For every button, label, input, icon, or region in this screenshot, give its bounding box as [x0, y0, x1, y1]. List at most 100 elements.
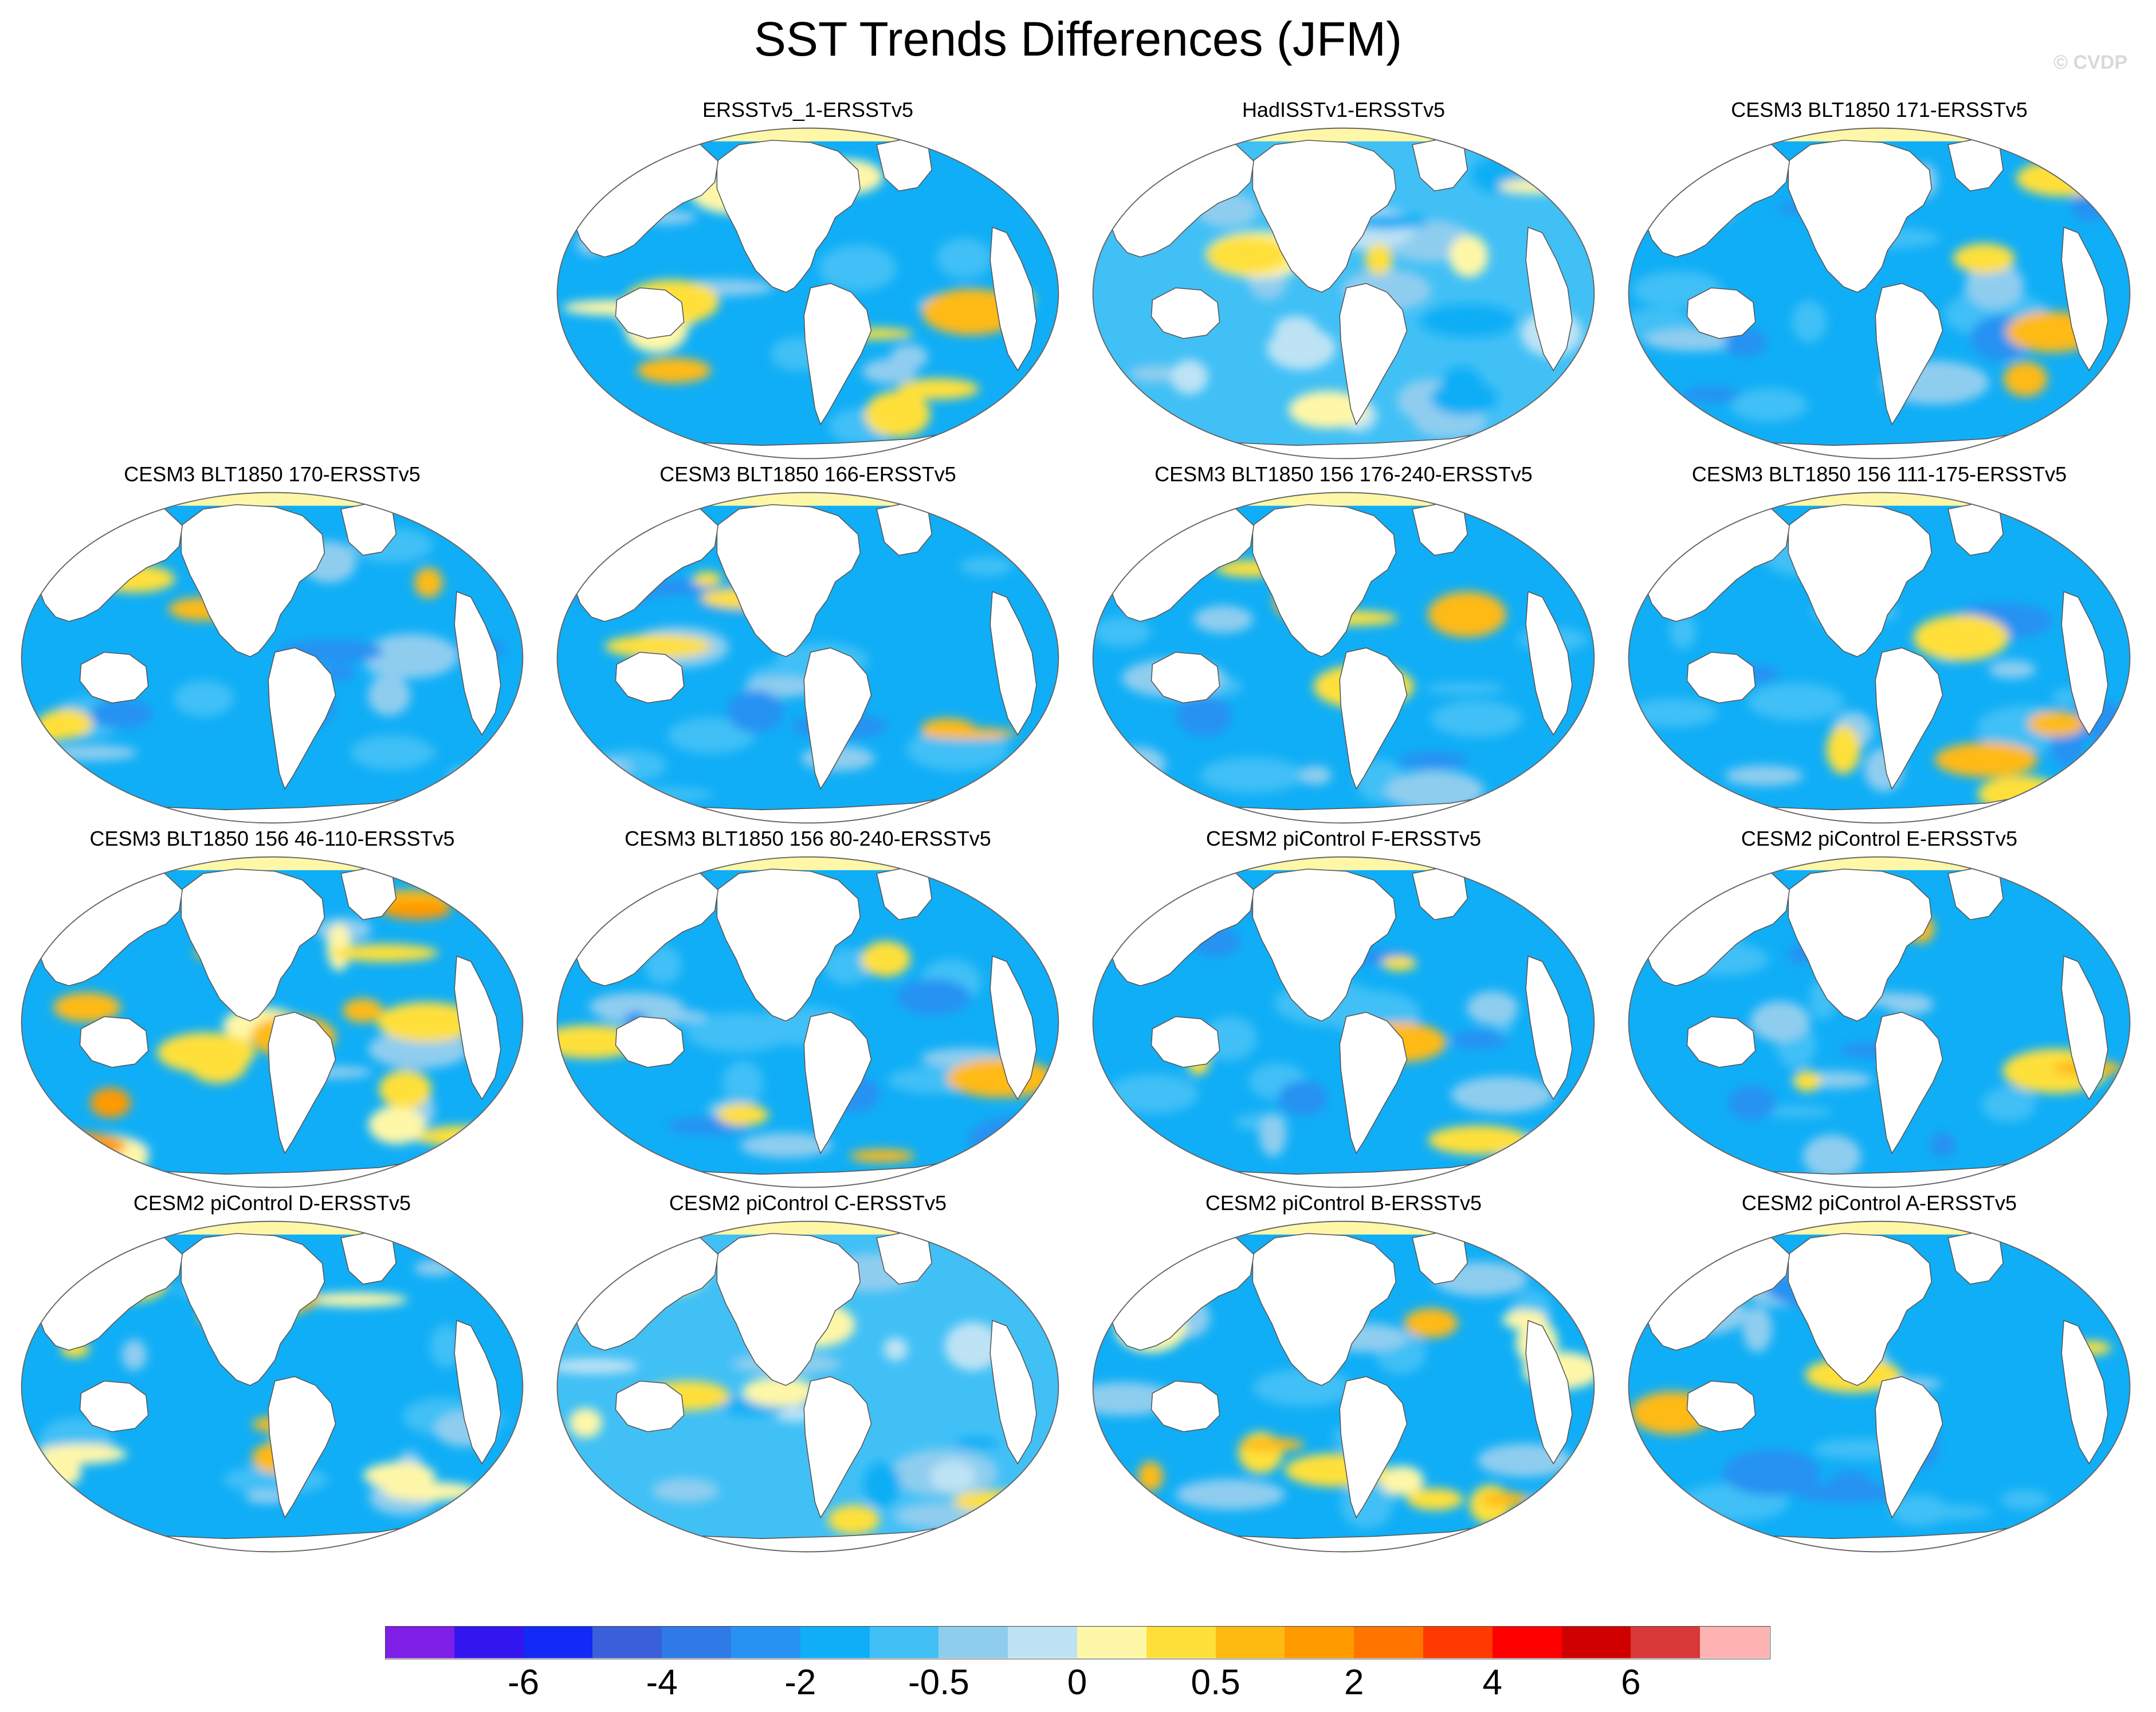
anomaly-patch: [363, 1462, 436, 1489]
anomaly-patch: [1176, 695, 1232, 737]
anomaly-patch: [722, 1061, 764, 1105]
map-panel-title: ERSSTv5_1-ERSSTv5: [702, 98, 914, 121]
anomaly-patch: [28, 719, 74, 742]
continent: [615, 1380, 685, 1432]
anomaly-patch: [1385, 771, 1485, 811]
sst-trend-map: [1628, 1220, 2131, 1553]
colorbar-swatch: [454, 1626, 524, 1658]
continent: [716, 868, 861, 1022]
map-panel-title: CESM2 piControl C-ERSSTv5: [669, 1191, 947, 1215]
sst-trend-map: [21, 1220, 524, 1553]
continent: [268, 647, 336, 790]
anomaly-patch: [414, 567, 443, 598]
continent: [615, 651, 685, 704]
anomaly-patch: [1093, 1382, 1177, 1416]
anomaly-patch: [896, 979, 971, 1015]
anomaly-patch: [947, 1058, 1055, 1098]
anomaly-patch: [173, 680, 234, 717]
ocean-field: [1093, 492, 1595, 823]
continent: [1252, 139, 1397, 293]
arctic-band: [1093, 128, 1595, 142]
arctic-band: [557, 857, 1059, 870]
continent: [1875, 647, 1943, 790]
anomaly-patch: [1795, 1482, 1903, 1503]
ocean-field: [1093, 857, 1595, 1188]
colorbar-swatch: [1215, 1626, 1285, 1658]
continent: [268, 1376, 336, 1519]
anomaly-patch: [414, 1260, 455, 1276]
anomaly-patch: [351, 735, 433, 770]
globe-outline: [21, 492, 524, 824]
continent: [2061, 226, 2108, 372]
anomaly-patch: [1913, 615, 2009, 661]
ocean-field: [1093, 128, 1595, 459]
anomaly-patch: [861, 941, 911, 977]
anomaly-patch: [46, 745, 138, 761]
anomaly-patch: [828, 1505, 880, 1535]
ocean-field: [1628, 1221, 2130, 1552]
anomaly-patch: [303, 1293, 408, 1307]
map-panel: CESM3 BLT1850 156 46-110-ERSSTv5: [6, 826, 539, 1193]
continent: [1339, 282, 1408, 426]
colorbar: [385, 1626, 1770, 1659]
anomaly-patch: [883, 1337, 908, 1361]
anomaly-patch: [1826, 725, 1860, 774]
continent: [615, 1016, 685, 1068]
figure-title: SST Trends Differences (JFM): [753, 12, 1403, 66]
colorbar-swatch: [592, 1626, 662, 1658]
anomaly-patch: [1750, 1001, 1810, 1042]
anomaly-patch: [1382, 956, 1417, 971]
arctic-band: [557, 1221, 1059, 1235]
anomaly-patch: [1953, 243, 2015, 273]
globe-outline: [1628, 492, 2131, 824]
anomaly-patch: [637, 358, 712, 383]
map-panel: CESM2 piControl A-ERSSTv5: [1613, 1191, 2146, 1557]
anomaly-patch: [1407, 1488, 1463, 1510]
globe-outline: [1628, 856, 2131, 1188]
colorbar-swatch: [731, 1626, 801, 1658]
map-panel: CESM2 piControl C-ERSSTv5: [541, 1191, 1074, 1557]
map-panel-title: CESM3 BLT1850 156 111-175-ERSSTv5: [1691, 462, 2067, 486]
arctic-band: [1628, 492, 2130, 506]
anomaly-patch: [1449, 234, 1489, 277]
continent: [1686, 651, 1756, 704]
anomaly-patch: [1404, 1308, 1458, 1338]
continent: [1150, 1016, 1220, 1068]
globe-outline: [1628, 127, 2131, 460]
continent: [989, 226, 1037, 372]
continent: [1875, 1011, 1943, 1155]
continent: [1252, 1232, 1397, 1386]
anomaly-patch: [1107, 1074, 1199, 1114]
anomaly-patch: [1175, 1479, 1285, 1510]
sst-trend-map: [556, 1220, 1059, 1553]
sst-trend-map: [1092, 127, 1595, 460]
anomaly-patch: [1450, 1030, 1507, 1050]
anomaly-patch: [1431, 700, 1523, 737]
land-masks: [568, 1232, 1037, 1552]
anomaly-patch: [376, 1002, 477, 1042]
continent: [1150, 651, 1220, 704]
colorbar-swatch: [1077, 1626, 1147, 1658]
colorbar-tick-label: -4: [646, 1663, 678, 1702]
globe-outline: [556, 492, 1059, 824]
ocean-field: [21, 1221, 523, 1552]
colorbar-swatch: [1631, 1626, 1701, 1658]
colorbar-swatch: [1492, 1626, 1562, 1658]
anomaly-patch: [1207, 236, 1290, 274]
anomaly-patch: [121, 1339, 147, 1371]
anomaly-patch: [1747, 682, 1844, 721]
continent: [79, 1380, 149, 1432]
anomaly-patch: [930, 1460, 976, 1492]
continent: [2061, 955, 2108, 1101]
continent: [1686, 287, 1756, 339]
ocean-field: [557, 128, 1059, 459]
arctic-band: [1093, 857, 1595, 870]
continent: [989, 1320, 1037, 1465]
continent: [180, 868, 325, 1022]
anomaly-patch: [898, 378, 979, 400]
anomaly-patch: [449, 765, 523, 791]
anomaly-patch: [742, 1377, 816, 1407]
map-panel: HadISSTv1-ERSSTv5: [1077, 97, 1610, 464]
map-panel-title: CESM2 piControl E-ERSSTv5: [1741, 827, 2018, 850]
anomaly-patch: [865, 391, 930, 438]
